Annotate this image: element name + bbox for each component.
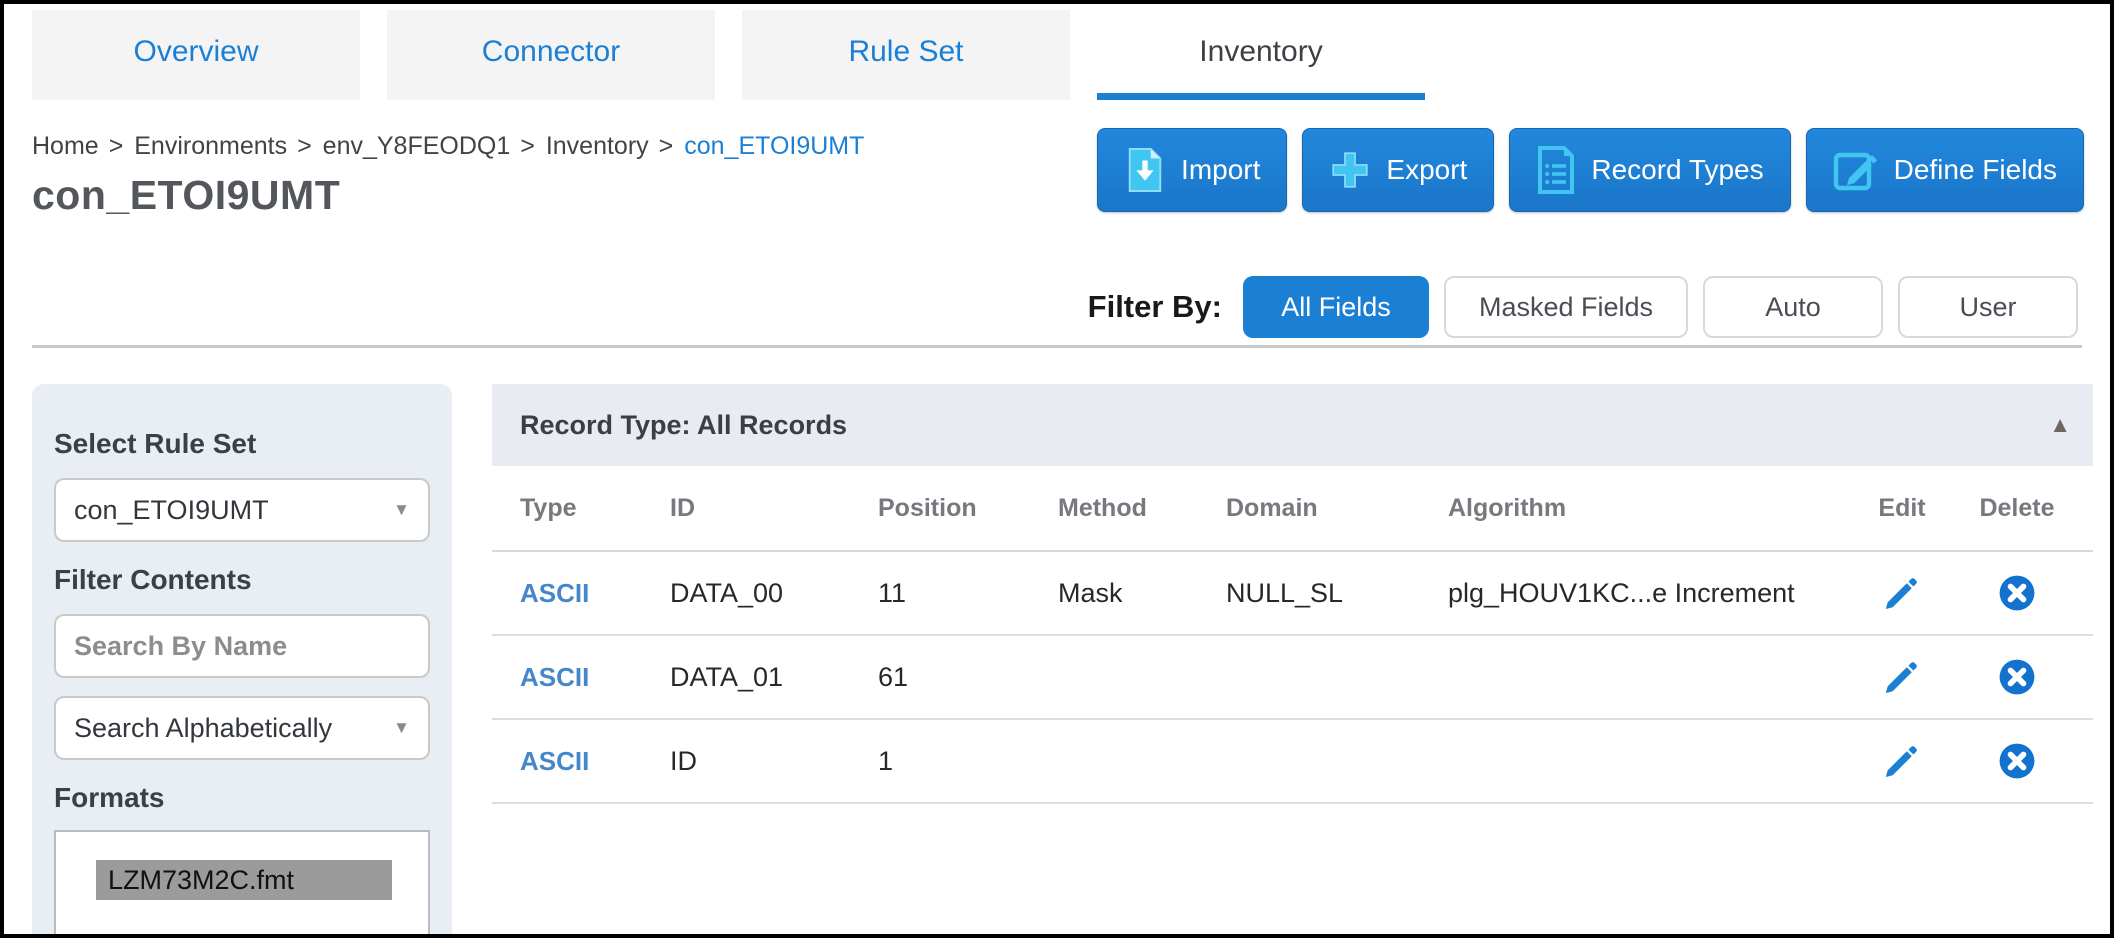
cell-type-link[interactable]: ASCII [520,661,590,692]
button-label: Export [1386,154,1468,185]
button-label: Define Fields [1893,154,2057,185]
section-divider [32,345,2082,348]
filter-auto[interactable]: Auto [1703,276,1883,338]
cell-position: 11 [878,577,907,608]
button-label: Record Types [1591,154,1764,185]
collapse-arrow-icon[interactable]: ▲ [2049,412,2071,437]
inventory-panel: Record Type: All Records ▲ Type ID Posit… [492,384,2093,804]
record-type-band: Record Type: All Records ▲ [492,384,2093,466]
cell-id: ID [670,745,697,776]
col-header-position: Position [878,493,977,522]
breadcrumb-current: con_ETOI9UMT [684,132,865,160]
cell-position: 1 [878,745,894,776]
tab-connector[interactable]: Connector [387,10,715,100]
delete-circle-x-icon[interactable] [1998,658,2036,696]
rule-set-value: con_ETOI9UMT [74,494,269,525]
tab-inventory[interactable]: Inventory [1097,10,1425,100]
pill-label: Auto [1765,291,1821,322]
import-button[interactable]: Import [1097,128,1288,212]
cell-id: DATA_01 [670,661,784,692]
col-header-delete: Delete [1979,493,2055,522]
import-icon [1128,148,1162,192]
breadcrumb: Home > Environments > env_Y8FEODQ1 > Invent… [32,132,870,161]
define-fields-button[interactable]: Define Fields [1805,128,2084,212]
col-header-id: ID [670,493,695,522]
tab-label: Rule Set [848,34,964,68]
delete-circle-x-icon[interactable] [1998,574,2036,612]
table-row: ASCII DATA_00 11 Mask NULL_SL plg_HOUV1K… [492,552,2093,636]
tab-overview[interactable]: Overview [32,10,360,100]
filter-by-row: Filter By: All Fields Masked Fields Auto… [1088,276,2078,338]
define-fields-icon [1833,152,1877,191]
record-type-title: Record Type: All Records [520,409,848,440]
export-plus-icon [1332,152,1369,188]
breadcrumb-separator: > [520,132,535,160]
sidebar: Select Rule Set con_ETOI9UMT ▼ Filter Co… [32,384,452,934]
breadcrumb-inventory[interactable]: Inventory [545,132,649,160]
cell-method: Mask [1058,577,1123,608]
formats-list: LZM73M2C.fmt [54,830,430,934]
filter-user[interactable]: User [1898,276,2078,338]
edit-pencil-icon[interactable] [1884,743,1920,779]
breadcrumb-environments[interactable]: Environments [134,132,288,160]
pill-label: Masked Fields [1478,291,1654,322]
search-mode-value: Search Alphabetically [74,712,333,743]
format-item-selected[interactable]: LZM73M2C.fmt [96,860,392,900]
pill-label: User [1959,291,2017,322]
pill-label: All Fields [1281,291,1391,322]
table-row: ASCII ID 1 [492,720,2093,804]
toolbar: Import Export Record Types De [1097,128,2084,212]
rule-set-select[interactable]: con_ETOI9UMT ▼ [54,478,430,542]
cell-id: DATA_00 [670,577,784,608]
col-header-algorithm: Algorithm [1448,493,1567,522]
edit-pencil-icon[interactable] [1884,575,1920,611]
table-row: ASCII DATA_01 61 [492,636,2093,720]
cell-position: 61 [878,661,909,692]
record-types-button[interactable]: Record Types [1509,128,1791,212]
breadcrumb-separator: > [297,132,312,160]
top-tab-bar: Overview Connector Rule Set Inventory [32,10,1425,100]
breadcrumb-separator: > [108,132,124,160]
breadcrumb-separator: > [658,132,674,160]
caret-down-icon: ▼ [393,718,410,737]
col-header-method: Method [1058,493,1147,522]
filter-contents-label: Filter Contents [54,564,252,595]
tab-label: Overview [133,34,259,68]
formats-label: Formats [54,782,165,813]
col-header-domain: Domain [1226,493,1318,522]
cell-type-link[interactable]: ASCII [520,745,590,776]
cell-type-link[interactable]: ASCII [520,577,590,608]
record-types-icon [1538,146,1575,194]
col-header-type: Type [520,493,577,522]
cell-domain: NULL_SL [1226,577,1344,608]
button-label: Import [1181,154,1261,185]
select-rule-set-label: Select Rule Set [54,428,257,459]
export-button[interactable]: Export [1302,128,1495,212]
search-mode-select[interactable]: Search Alphabetically ▼ [54,696,430,760]
delete-circle-x-icon[interactable] [1998,742,2036,780]
edit-pencil-icon[interactable] [1884,659,1920,695]
tab-rule-set[interactable]: Rule Set [742,10,1070,100]
col-header-edit: Edit [1878,493,1926,522]
cell-algorithm: plg_HOUV1KC...e Increment [1448,577,1795,608]
filter-by-label: Filter By: [1087,289,1222,324]
table-header-row: Type ID Position Method Domain Algorithm… [492,466,2093,552]
filter-all-fields[interactable]: All Fields [1243,276,1429,338]
breadcrumb-environment[interactable]: env_Y8FEODQ1 [322,132,511,160]
tab-label: Inventory [1199,34,1323,68]
tab-label: Connector [481,34,621,68]
search-by-name-input[interactable] [54,614,430,678]
filter-masked-fields[interactable]: Masked Fields [1444,276,1688,338]
masking-inventory-page: Overview Connector Rule Set Inventory Ho… [4,4,2110,934]
caret-down-icon: ▼ [393,500,410,519]
page-title: con_ETOI9UMT [32,172,341,218]
breadcrumb-home[interactable]: Home [32,132,99,160]
